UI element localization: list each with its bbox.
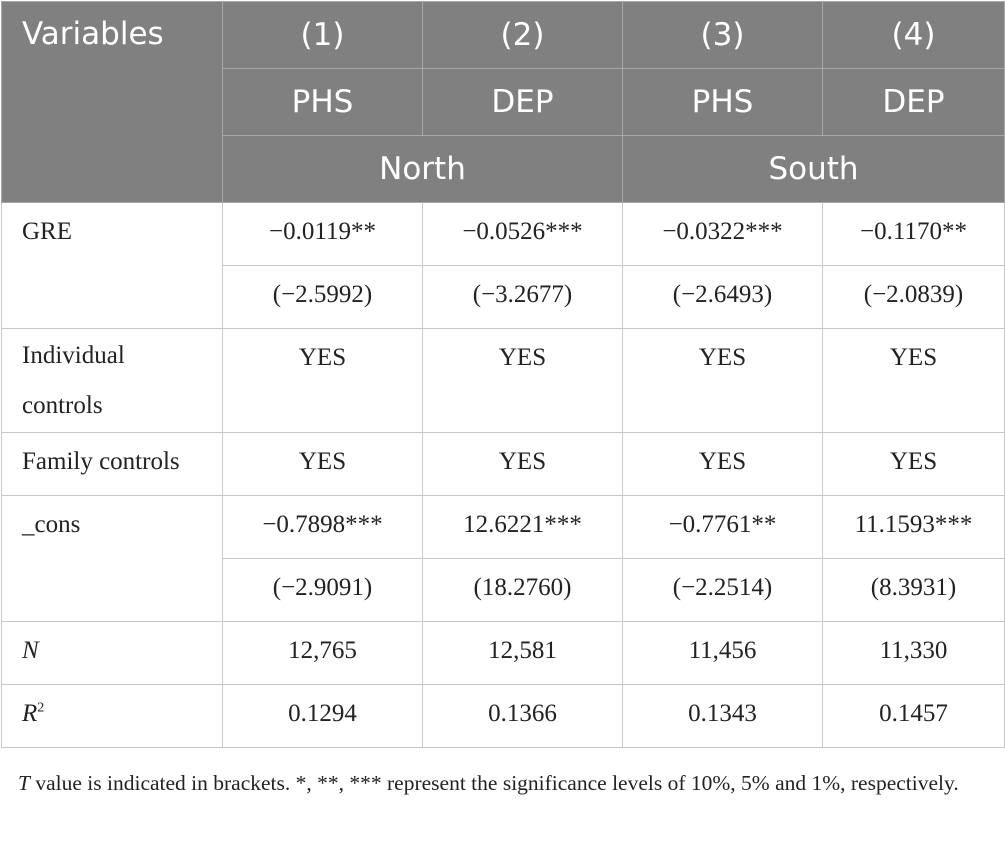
cell-r2-4: 0.1457 [822,684,1005,748]
cell-cons-t-3: (−2.2514) [622,558,823,622]
cell-gre-t-1: (−2.5992) [222,265,423,329]
row-label-cons: _cons [1,495,223,622]
label-line-1: Individual [22,342,125,369]
cell-gre-coef-3: −0.0322*** [622,202,823,266]
header-row-groups: North South [2,135,1005,203]
cell-gre-t-4: (−2.0839) [822,265,1005,329]
cell-gre-coef-1: −0.0119** [222,202,423,266]
cell-cons-coef-4: 11.1593*** [822,495,1005,559]
cell-family-1: YES [222,432,423,496]
table-row-n: N 12,765 12,581 11,456 11,330 [1,621,1005,685]
group-header-north: North [222,135,623,203]
cell-n-4: 11,330 [822,621,1005,685]
label-line-2: controls [22,392,103,419]
regression-table: Variables (1) (2) (3) (4) PHS DEP PHS DE… [1,1,1005,748]
cell-cons-coef-3: −0.7761** [622,495,823,559]
table-row-cons-coef: _cons −0.7898*** 12.6221*** −0.7761** 11… [1,495,1005,622]
cell-individual-3: YES [622,328,823,433]
r2-letter: R [22,700,38,727]
footnote-t-letter: T [18,771,30,795]
row-label-r2: R2 [1,684,223,748]
col-header-1: (1) [222,1,423,69]
cell-gre-coef-4: −0.1170** [822,202,1005,266]
row-label-individual-controls: Individual controls [1,328,223,433]
row-label-family-controls: Family controls [1,432,223,496]
r2-superscript: 2 [37,700,45,716]
cell-r2-2: 0.1366 [422,684,623,748]
row-label-gre: GRE [1,202,223,329]
header-row-columns: Variables (1) (2) (3) (4) [1,1,1005,203]
footnote-text: value is indicated in brackets. *, **, *… [29,771,959,795]
depvar-header-4: DEP [822,68,1005,136]
table-row-cons-t: (−2.9091) (18.2760) (−2.2514) (8.3931) [2,558,1005,622]
cell-cons-t-2: (18.2760) [422,558,623,622]
cell-n-3: 11,456 [622,621,823,685]
header-row-depvars: PHS DEP PHS DEP [2,68,1005,136]
group-header-south: South [622,135,1005,203]
cell-gre-t-2: (−3.2677) [422,265,623,329]
variables-header: Variables [1,1,223,203]
depvar-header-3: PHS [622,68,823,136]
col-header-2: (2) [422,1,623,69]
table-row-gre-coef: GRE −0.0119** −0.0526*** −0.0322*** −0.1… [1,202,1005,329]
depvar-header-2: DEP [422,68,623,136]
table-row-r2: R2 0.1294 0.1366 0.1343 0.1457 [1,684,1005,748]
cell-cons-t-4: (8.3931) [822,558,1005,622]
cell-cons-coef-1: −0.7898*** [222,495,423,559]
cell-n-2: 12,581 [422,621,623,685]
table-row-individual-controls: Individual controls YES YES YES YES [1,328,1005,433]
col-header-3: (3) [622,1,823,69]
table-row-family-controls: Family controls YES YES YES YES [1,432,1005,496]
cell-family-4: YES [822,432,1005,496]
table-row-gre-t: (−2.5992) (−3.2677) (−2.6493) (−2.0839) [2,265,1005,329]
cell-n-1: 12,765 [222,621,423,685]
cell-individual-2: YES [422,328,623,433]
cell-family-3: YES [622,432,823,496]
cell-r2-1: 0.1294 [222,684,423,748]
cell-individual-1: YES [222,328,423,433]
cell-cons-coef-2: 12.6221*** [422,495,623,559]
depvar-header-1: PHS [222,68,423,136]
col-header-4: (4) [822,1,1005,69]
table-footnote: T value is indicated in brackets. *, **,… [18,768,993,799]
cell-family-2: YES [422,432,623,496]
cell-r2-3: 0.1343 [622,684,823,748]
cell-gre-t-3: (−2.6493) [622,265,823,329]
cell-individual-4: YES [822,328,1005,433]
row-label-n: N [1,621,223,685]
cell-gre-coef-2: −0.0526*** [422,202,623,266]
cell-cons-t-1: (−2.9091) [222,558,423,622]
